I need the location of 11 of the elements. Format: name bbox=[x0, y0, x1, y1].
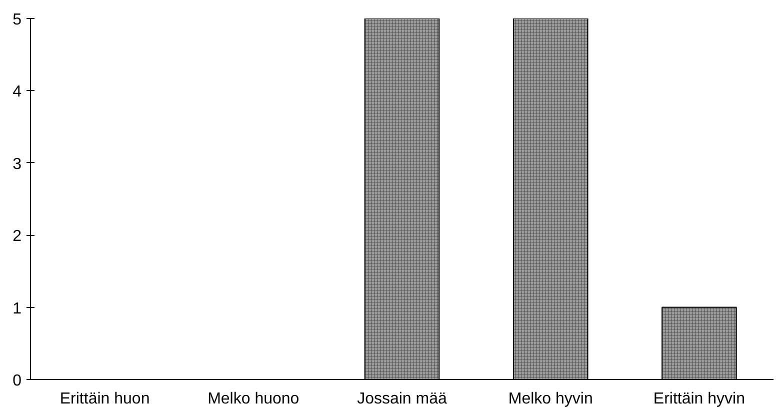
x-tick-label: Melko huono bbox=[208, 390, 300, 408]
x-tick-label: Erittäin hyvin bbox=[653, 390, 745, 408]
x-tick-label: Jossain mää bbox=[357, 390, 448, 408]
y-tick-label: 1 bbox=[12, 300, 22, 318]
x-tick-label: Erittäin huon bbox=[60, 390, 150, 408]
y-tick-label: 3 bbox=[12, 156, 22, 173]
x-tick-label: Melko hyvin bbox=[508, 390, 593, 408]
y-tick-label: 2 bbox=[12, 228, 22, 246]
y-tick-label: 5 bbox=[12, 12, 22, 28]
y-tick-label: 0 bbox=[12, 372, 22, 390]
y-tick-label: 4 bbox=[12, 84, 22, 101]
